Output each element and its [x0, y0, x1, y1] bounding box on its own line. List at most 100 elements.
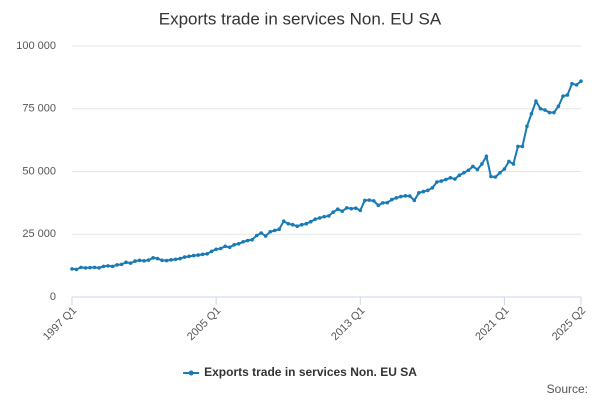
point	[502, 167, 507, 171]
point	[484, 154, 489, 159]
point	[245, 238, 250, 243]
point	[529, 111, 534, 116]
point	[543, 108, 547, 112]
point	[277, 227, 282, 232]
point	[295, 224, 300, 229]
point	[308, 219, 313, 224]
point	[259, 231, 263, 235]
point	[362, 198, 367, 203]
point	[317, 216, 322, 220]
point	[385, 200, 390, 205]
point	[313, 217, 318, 221]
point	[399, 194, 403, 199]
point	[281, 219, 286, 223]
point	[421, 189, 426, 194]
point	[525, 124, 529, 129]
point	[173, 257, 178, 262]
point	[79, 265, 83, 270]
point	[403, 194, 408, 198]
point	[534, 99, 538, 104]
x-tick-label: 2005 Q1	[185, 305, 223, 343]
point	[151, 256, 155, 260]
point	[480, 162, 484, 166]
point	[133, 259, 137, 263]
point	[471, 164, 475, 169]
chart-title: Exports trade in services Non. EU SA	[159, 9, 442, 28]
point	[331, 210, 336, 214]
point	[164, 258, 169, 263]
point	[236, 241, 241, 246]
point	[209, 249, 214, 254]
point	[88, 265, 92, 270]
point	[182, 255, 187, 259]
point	[457, 173, 462, 178]
point	[83, 266, 88, 270]
point	[462, 170, 466, 175]
x-tick-label: 2021 Q1	[473, 305, 511, 343]
y-tick-label: 25 000	[22, 228, 56, 240]
point	[565, 93, 570, 97]
point	[286, 221, 291, 226]
point	[106, 264, 110, 268]
point	[547, 110, 552, 115]
point	[97, 266, 101, 270]
point	[160, 258, 164, 263]
point	[412, 198, 417, 203]
point	[367, 198, 372, 202]
point	[358, 208, 363, 213]
point	[146, 258, 151, 262]
point	[340, 209, 345, 213]
point	[74, 267, 79, 272]
point	[466, 168, 471, 173]
point	[574, 83, 579, 87]
point	[511, 162, 516, 166]
point	[200, 252, 205, 257]
point	[241, 239, 245, 244]
point	[516, 144, 520, 149]
point	[191, 253, 196, 258]
point	[223, 244, 227, 249]
point	[498, 170, 502, 175]
source: Source:	[547, 382, 588, 396]
point	[92, 265, 97, 270]
point	[390, 197, 394, 202]
point	[381, 201, 385, 205]
point	[430, 186, 435, 190]
point	[187, 254, 191, 259]
point	[448, 175, 453, 180]
point	[232, 242, 236, 247]
point	[128, 261, 133, 265]
point	[110, 264, 115, 269]
point	[290, 222, 295, 227]
point	[408, 194, 412, 198]
point	[178, 256, 182, 261]
point	[444, 177, 448, 182]
point	[124, 260, 128, 265]
point	[335, 207, 340, 211]
point	[344, 206, 349, 210]
point	[70, 267, 74, 271]
point	[493, 175, 498, 179]
point	[417, 191, 421, 195]
point	[205, 252, 209, 256]
point	[426, 188, 430, 193]
point	[520, 144, 525, 149]
y-tick-label: 50 000	[22, 165, 56, 177]
point	[394, 196, 399, 200]
point	[250, 237, 254, 242]
point	[196, 253, 200, 257]
x-tick-label: 2013 Q1	[329, 305, 367, 343]
point	[218, 246, 223, 251]
point	[570, 81, 574, 86]
x-tick-label: 2025 Q2	[550, 305, 588, 343]
point	[214, 247, 218, 252]
series-line	[71, 80, 582, 271]
point	[227, 245, 232, 250]
point	[115, 263, 119, 267]
point	[371, 199, 376, 203]
point	[268, 229, 272, 234]
x-tick-label: 1997 Q1	[41, 305, 79, 343]
point	[254, 233, 259, 238]
point	[299, 222, 304, 227]
